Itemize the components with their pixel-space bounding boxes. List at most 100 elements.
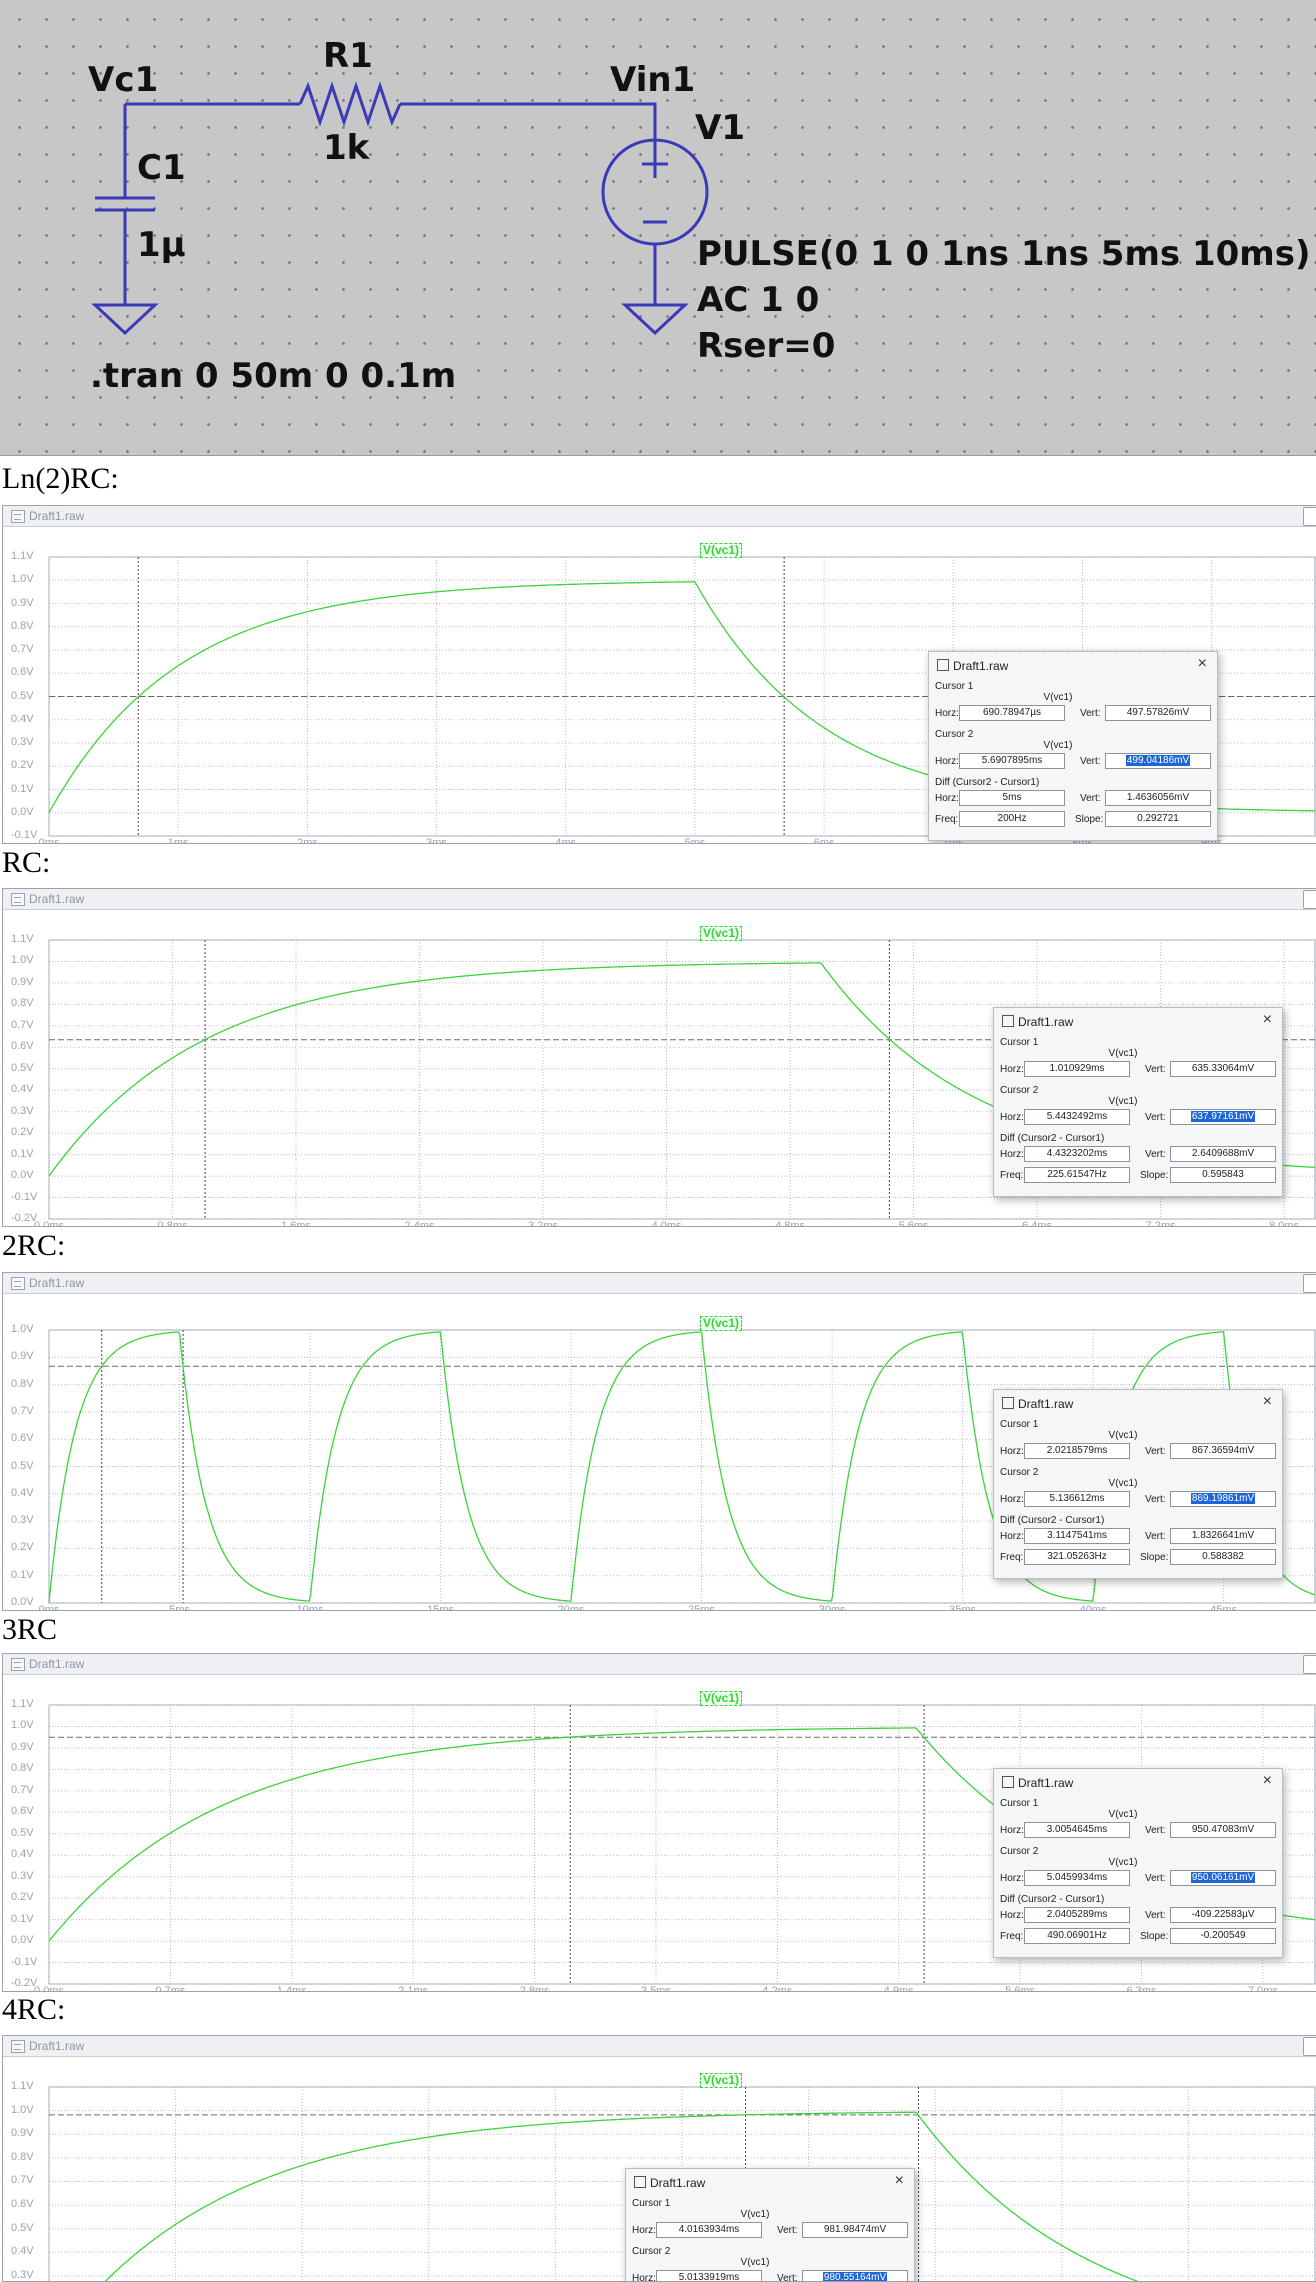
- diff-horz-field[interactable]: 2.0405289ms: [1024, 1907, 1130, 1923]
- cursor1-horz-field[interactable]: 2.0218579ms: [1024, 1443, 1130, 1459]
- trace-label[interactable]: V(vc1): [700, 1691, 743, 1706]
- cursor2-horz-field[interactable]: 5.0133919ms: [656, 2270, 762, 2281]
- x-tick-label: 1ms: [167, 837, 189, 844]
- cursor2-horz-field[interactable]: 5.4432492ms: [1024, 1109, 1130, 1125]
- cursor2-trace: V(vc1): [1043, 740, 1073, 751]
- slope-field[interactable]: 0.595843: [1170, 1167, 1276, 1183]
- y-tick-label: 1.0V: [11, 573, 34, 586]
- cursor1-vert-field[interactable]: 981.98474mV: [802, 2222, 908, 2238]
- section-heading: 2RC:: [2, 1229, 66, 1262]
- window-titlebar[interactable]: Draft1.raw: [3, 889, 1316, 910]
- waveform-plot[interactable]: [3, 2056, 1316, 2281]
- slope-field[interactable]: -0.200549: [1170, 1928, 1276, 1944]
- diff-vert-field[interactable]: -409.22583µV: [1170, 1907, 1276, 1923]
- plot-area[interactable]: [3, 1674, 1316, 1991]
- slope-field[interactable]: 0.588382: [1170, 1549, 1276, 1565]
- close-icon[interactable]: ×: [894, 2172, 904, 2189]
- cursor-dialog[interactable]: Draft1.raw × Cursor 1 V(vc1) Horz: 690.7…: [928, 651, 1218, 841]
- section-heading: Ln(2)RC:: [2, 462, 119, 495]
- y-tick-label: 0.0V: [11, 1169, 34, 1182]
- y-tick-label: 0.0V: [11, 1934, 34, 1947]
- maximize-button[interactable]: [1303, 2037, 1316, 2056]
- waveform-window[interactable]: Draft1.raw 1.0V 0.9V 0.8V 0.7V 0.6V 0.5V 0.4V 0…: [2, 1272, 1316, 1611]
- window-title: Draft1.raw: [29, 1657, 85, 1671]
- cursor1-heading: Cursor 1: [632, 2198, 671, 2209]
- cursor2-vert-field[interactable]: 950.06161mV: [1170, 1870, 1276, 1886]
- waveform-window[interactable]: Draft1.raw 1.1V 1.0V 0.9V 0.8V 0.7V 0.6V 0.5V 0…: [2, 888, 1316, 1227]
- window-titlebar[interactable]: Draft1.raw: [3, 1273, 1316, 1294]
- close-icon[interactable]: ×: [1262, 1772, 1272, 1789]
- waveform-plot[interactable]: [3, 1674, 1316, 1991]
- waveform-plot[interactable]: [3, 526, 1316, 843]
- plot-area[interactable]: [3, 2056, 1316, 2281]
- waveform-window[interactable]: Draft1.raw 1.1V 1.0V 0.9V 0.8V 0.7V 0.6V 0.5V 0…: [2, 1653, 1316, 1992]
- y-tick-label: 0.7V: [11, 643, 34, 655]
- cursor-dialog[interactable]: Draft1.raw × Cursor 1 V(vc1) Horz: 3.005…: [993, 1768, 1283, 1958]
- cursor2-vert-field[interactable]: 499.04186mV: [1105, 753, 1211, 769]
- cursor1-vert-field[interactable]: 497.57826mV: [1105, 705, 1211, 721]
- diff-horz-field[interactable]: 5ms: [959, 790, 1065, 806]
- diff-heading: Diff (Cursor2 - Cursor1): [935, 777, 1040, 788]
- diff-horz-field[interactable]: 4.4323202ms: [1024, 1146, 1130, 1162]
- maximize-button[interactable]: [1303, 507, 1316, 526]
- y-tick-label: 0.7V: [11, 1018, 34, 1031]
- maximize-button[interactable]: [1303, 1655, 1316, 1674]
- cursor2-vert-label: Vert:: [1145, 1112, 1166, 1123]
- plot-area[interactable]: [3, 526, 1316, 843]
- cursor1-vert-field[interactable]: 867.36594mV: [1170, 1443, 1276, 1459]
- diff-vert-field[interactable]: 1.4636056mV: [1105, 790, 1211, 806]
- freq-field[interactable]: 200Hz: [959, 811, 1065, 827]
- dialog-title: Draft1.raw: [1002, 1397, 1073, 1411]
- cursor1-vert-field[interactable]: 950.47083mV: [1170, 1822, 1276, 1838]
- cursor1-horz-field[interactable]: 3.0054645ms: [1024, 1822, 1130, 1838]
- maximize-button[interactable]: [1303, 890, 1316, 909]
- cursor2-vert-field[interactable]: 869.19861mV: [1170, 1491, 1276, 1507]
- cursor2-horz-field[interactable]: 5.6907895ms: [959, 753, 1065, 769]
- cursor1-vert-field[interactable]: 635.33064mV: [1170, 1061, 1276, 1077]
- x-tick-label: 8.0ms: [1269, 1220, 1300, 1227]
- slope-field[interactable]: 0.292721: [1105, 811, 1211, 827]
- cursor2-horz-field[interactable]: 5.136612ms: [1024, 1491, 1130, 1507]
- cursor2-horz-field[interactable]: 5.0459934ms: [1024, 1870, 1130, 1886]
- trace-vc1[interactable]: [49, 2111, 1315, 2281]
- cursor-dialog[interactable]: Draft1.raw × Cursor 1 V(vc1) Horz: 1.010…: [993, 1007, 1283, 1197]
- y-tick-label: 0.2V: [11, 1541, 34, 1554]
- freq-field[interactable]: 225.61547Hz: [1024, 1167, 1130, 1183]
- window-titlebar[interactable]: Draft1.raw: [3, 2036, 1316, 2057]
- diff-heading: Diff (Cursor2 - Cursor1): [1000, 1894, 1105, 1905]
- diff-vert-field[interactable]: 1.8326641mV: [1170, 1528, 1276, 1544]
- waveform-window[interactable]: Draft1.raw 1.1V 1.0V 0.9V 0.8V 0.7V 0.6V 0.5V 0…: [2, 2035, 1316, 2282]
- slope-label: Slope:: [1140, 1931, 1169, 1942]
- trace-label[interactable]: V(vc1): [700, 1316, 743, 1331]
- y-tick-label: 0.7V: [11, 1404, 34, 1417]
- freq-field[interactable]: 321.05263Hz: [1024, 1549, 1130, 1565]
- diff-vert-label: Vert:: [1145, 1910, 1166, 1921]
- diff-vert-field[interactable]: 2.6409688mV: [1170, 1146, 1276, 1162]
- trace-label[interactable]: V(vc1): [700, 926, 743, 941]
- maximize-button[interactable]: [1303, 1274, 1316, 1293]
- window-titlebar[interactable]: Draft1.raw: [3, 1654, 1316, 1675]
- window-titlebar[interactable]: Draft1.raw: [3, 506, 1316, 527]
- trace-label[interactable]: V(vc1): [700, 2073, 743, 2088]
- waveform-file-icon: [11, 1658, 25, 1671]
- cursor1-heading: Cursor 1: [1000, 1798, 1039, 1809]
- x-tick-label: 20ms: [557, 1604, 585, 1611]
- dialog-title: Draft1.raw: [1002, 1776, 1073, 1790]
- y-tick-label: 0.4V: [11, 2245, 34, 2258]
- cursor-dialog[interactable]: Draft1.raw × Cursor 1 V(vc1) Horz: 4.016…: [625, 2168, 915, 2281]
- cursor1-horz-field[interactable]: 4.0163934ms: [656, 2222, 762, 2238]
- cursor1-horz-field[interactable]: 1.010929ms: [1024, 1061, 1130, 1077]
- cursor2-vert-field[interactable]: 980.55164mV: [802, 2270, 908, 2281]
- close-icon[interactable]: ×: [1197, 655, 1207, 672]
- cursor2-vert-field[interactable]: 637.97161mV: [1170, 1109, 1276, 1125]
- close-icon[interactable]: ×: [1262, 1011, 1272, 1028]
- diff-horz-field[interactable]: 3.1147541ms: [1024, 1528, 1130, 1544]
- freq-field[interactable]: 490.06901Hz: [1024, 1928, 1130, 1944]
- cursor2-vert-selected-text: 869.19861mV: [1190, 1493, 1256, 1504]
- schematic-canvas[interactable]: Vc1 R1 1k Vin1 V1 C1 1µ PULSE(0 1 0 1ns …: [0, 0, 1316, 456]
- cursor1-horz-field[interactable]: 690.78947µs: [959, 705, 1065, 721]
- close-icon[interactable]: ×: [1262, 1393, 1272, 1410]
- cursor-dialog[interactable]: Draft1.raw × Cursor 1 V(vc1) Horz: 2.021…: [993, 1389, 1283, 1579]
- trace-label[interactable]: V(vc1): [700, 543, 743, 558]
- waveform-window[interactable]: Draft1.raw 1.1V 1.0V 0.9V 0.8V 0.7V 0.6V 0.5V 0…: [2, 505, 1316, 844]
